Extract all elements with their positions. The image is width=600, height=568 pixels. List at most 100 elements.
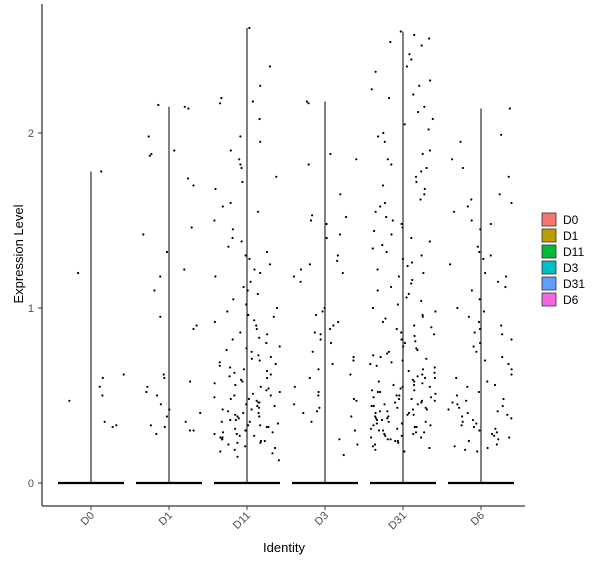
- data-point: [251, 392, 255, 395]
- data-point: [424, 406, 427, 409]
- data-point: [384, 434, 387, 437]
- legend-item-d1: D1: [541, 228, 579, 243]
- data-point: [142, 233, 145, 236]
- data-point: [416, 348, 419, 352]
- data-point: [227, 410, 230, 413]
- data-point: [186, 177, 190, 180]
- data-point: [336, 254, 339, 257]
- violin-group-d1: [136, 103, 202, 485]
- data-point: [240, 240, 243, 243]
- data-point: [250, 357, 253, 360]
- data-point: [221, 408, 224, 411]
- data-point: [381, 320, 385, 324]
- data-point: [183, 105, 186, 108]
- data-point: [155, 394, 159, 397]
- data-point: [239, 163, 242, 166]
- data-point: [376, 390, 379, 394]
- data-point: [374, 448, 377, 451]
- data-point: [386, 438, 389, 441]
- data-point: [371, 306, 374, 310]
- data-point: [342, 453, 345, 457]
- data-point: [77, 271, 80, 275]
- data-point: [493, 383, 497, 387]
- data-point: [325, 236, 328, 240]
- data-point: [424, 420, 427, 423]
- data-point: [329, 152, 332, 156]
- data-point: [267, 425, 270, 429]
- data-point: [370, 436, 373, 439]
- data-point: [451, 401, 454, 404]
- legend-swatch: [541, 292, 557, 307]
- data-point: [146, 385, 149, 388]
- data-point: [239, 331, 242, 334]
- data-point: [68, 399, 71, 402]
- data-point: [265, 389, 268, 392]
- data-point: [266, 333, 269, 336]
- data-point: [476, 245, 479, 248]
- data-point: [415, 425, 418, 429]
- data-point: [355, 158, 358, 161]
- data-point: [486, 446, 489, 450]
- data-point: [394, 439, 397, 443]
- data-point: [265, 250, 269, 254]
- data-point: [406, 264, 409, 268]
- legend-label: D0: [563, 213, 579, 227]
- data-point: [478, 320, 481, 324]
- data-point: [221, 438, 224, 441]
- data-point: [234, 427, 237, 430]
- data-point: [423, 376, 427, 380]
- data-point: [226, 310, 229, 313]
- data-point: [502, 397, 505, 401]
- data-point: [419, 198, 422, 201]
- legend-item-d11: D11: [541, 244, 584, 259]
- data-point: [266, 376, 269, 380]
- data-point: [299, 268, 303, 271]
- data-point: [218, 361, 221, 364]
- data-point: [421, 382, 424, 385]
- data-point: [259, 140, 262, 143]
- data-point: [415, 180, 418, 184]
- data-point: [103, 420, 106, 423]
- x-tick-label: D31: [386, 510, 409, 533]
- data-point: [479, 341, 482, 345]
- data-point: [422, 271, 425, 275]
- data-point: [271, 452, 274, 455]
- data-point: [390, 361, 393, 364]
- data-point: [380, 418, 384, 422]
- data-point: [115, 424, 118, 427]
- data-point: [256, 292, 259, 296]
- data-point: [413, 389, 416, 392]
- data-point: [401, 226, 404, 229]
- data-point: [385, 215, 388, 219]
- data-point: [504, 275, 508, 278]
- violin-group-d0: [58, 170, 125, 485]
- data-point: [423, 105, 426, 108]
- data-point: [263, 439, 266, 443]
- data-point: [349, 373, 352, 376]
- data-point: [244, 254, 247, 257]
- data-point: [428, 149, 432, 152]
- data-point: [219, 102, 222, 105]
- x-tick-label: D3: [313, 510, 331, 528]
- data-point: [386, 417, 389, 420]
- data-point: [402, 345, 405, 348]
- data-point: [413, 380, 416, 383]
- y-axis-ticks: 0 1 2: [28, 128, 42, 490]
- data-point: [159, 275, 162, 278]
- data-point: [429, 424, 432, 427]
- data-point: [329, 327, 332, 331]
- data-point: [227, 245, 230, 248]
- data-point: [433, 366, 436, 369]
- data-point: [401, 359, 404, 362]
- data-point: [390, 233, 393, 236]
- x-axis-title: Identity: [263, 540, 305, 555]
- data-point: [165, 250, 169, 254]
- data-point: [486, 380, 489, 383]
- data-point: [475, 350, 478, 353]
- data-point: [259, 439, 262, 443]
- data-point: [276, 422, 280, 425]
- data-point: [258, 359, 261, 362]
- data-point: [199, 411, 202, 415]
- data-point: [153, 289, 156, 292]
